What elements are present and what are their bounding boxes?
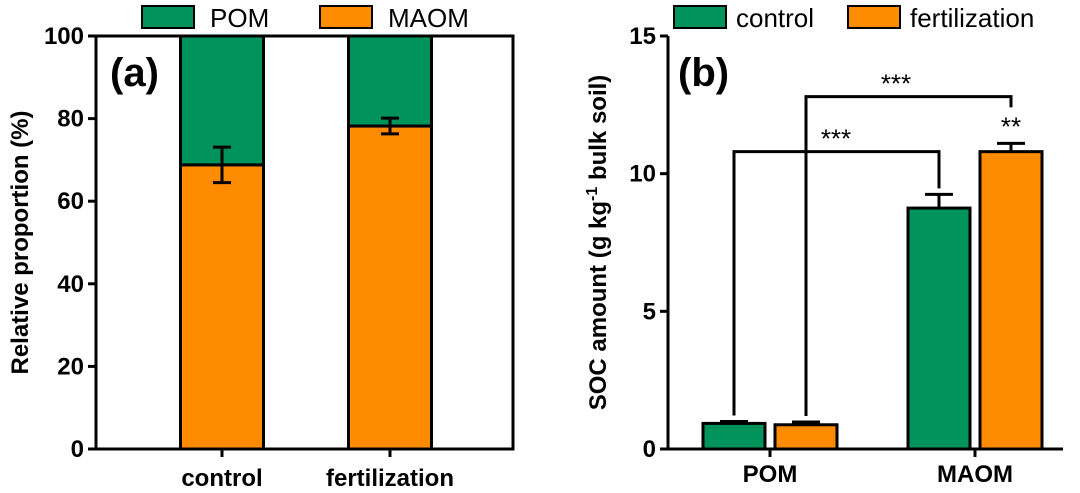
significance-label: *** bbox=[821, 124, 851, 154]
plot-frame bbox=[94, 34, 515, 451]
y-tick-label: 40 bbox=[57, 271, 84, 298]
y-axis-label: SOC amount (g kg-1 bulk soil) bbox=[584, 75, 612, 411]
x-tick-label-MAOM: MAOM bbox=[937, 461, 1013, 488]
panel-label-b: (b) bbox=[678, 51, 729, 95]
bar-fertilization-POM bbox=[773, 423, 839, 451]
significance-label: *** bbox=[881, 69, 911, 99]
x-tick-label-fertilization: fertilization bbox=[326, 465, 454, 492]
y-tick-label: 80 bbox=[57, 106, 84, 133]
y-tick-label: 15 bbox=[629, 23, 656, 50]
x-tick-label-POM: POM bbox=[743, 461, 798, 488]
x-tick-label-control: control bbox=[181, 465, 262, 492]
legend-swatch-pom bbox=[141, 5, 195, 29]
y-tick-label: 0 bbox=[71, 436, 84, 463]
bar-maom-control bbox=[179, 163, 265, 451]
panel-a-stacked-bar-chart: 0 20 40 60 80 100 Relative proportion (%) contr… bbox=[7, 3, 515, 492]
y-tick-label: 10 bbox=[629, 161, 656, 188]
significance-bracket-fertilization bbox=[804, 95, 1013, 417]
y-tick-label: 100 bbox=[44, 23, 84, 50]
bar-maom-fertilization bbox=[347, 124, 433, 451]
legend-label-pom: POM bbox=[210, 3, 269, 33]
legend-swatch-control bbox=[673, 5, 727, 29]
bar-control-POM bbox=[701, 421, 767, 451]
y-tick-label: 60 bbox=[57, 188, 84, 215]
y-axis-label: Relative proportion (%) bbox=[7, 110, 34, 374]
bar-pom-control bbox=[179, 34, 265, 167]
legend-label-control: control bbox=[736, 3, 814, 33]
y-tick-label: 5 bbox=[643, 298, 656, 325]
panel-label-a: (a) bbox=[110, 51, 159, 95]
significance-bracket-control bbox=[732, 150, 941, 416]
y-tick-label: 20 bbox=[57, 353, 84, 380]
panel-b-grouped-bar-chart: 0 5 10 15 SOC amount (g kg-1 bulk soil) POM MA… bbox=[584, 3, 1063, 488]
legend-label-maom: MAOM bbox=[388, 3, 469, 33]
bar-pom-fertilization bbox=[347, 34, 433, 128]
y-tick-label: 0 bbox=[643, 436, 656, 463]
legend-label-fertilization: fertilization bbox=[910, 3, 1034, 33]
bar-control-MAOM bbox=[906, 206, 972, 451]
bar-fertilization-MAOM bbox=[978, 150, 1044, 451]
legend-swatch-fertilization bbox=[847, 5, 901, 29]
legend-swatch-maom bbox=[319, 5, 373, 29]
significance-label: ** bbox=[1001, 111, 1021, 141]
